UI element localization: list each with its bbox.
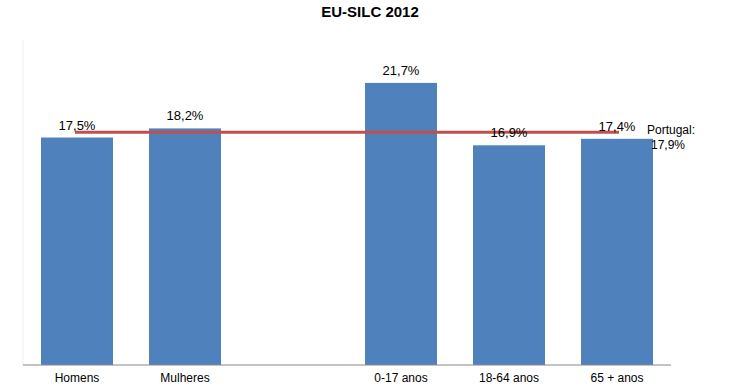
bar (365, 83, 437, 365)
data-label: 16,9% (491, 125, 528, 140)
y-axis-line (23, 40, 24, 365)
reference-line (75, 131, 619, 134)
plot-area (41, 83, 653, 365)
reference-label: Portugal: (647, 123, 695, 137)
x-tick-label: Homens (55, 371, 100, 385)
data-label: 21,7% (383, 63, 420, 78)
bar (473, 145, 545, 365)
chart: EU-SILC 2012 Portugal:17,9% 17,5% 18,2% 21,7… (0, 0, 740, 389)
data-label: 18,2% (167, 108, 204, 123)
title: EU-SILC 2012 (321, 3, 419, 20)
bar (149, 128, 221, 365)
data-label: 17,4% (599, 119, 636, 134)
x-axis-line (23, 365, 671, 366)
reference-value-label: 17,9% (651, 138, 685, 152)
bar (41, 138, 113, 366)
x-tick-label: 0-17 anos (374, 371, 427, 385)
bar (581, 139, 653, 365)
data-label: 17,5% (59, 118, 96, 133)
x-tick-label: 18-64 anos (479, 371, 539, 385)
x-tick-label: Mulheres (160, 371, 209, 385)
x-tick-label: 65 + anos (590, 371, 643, 385)
